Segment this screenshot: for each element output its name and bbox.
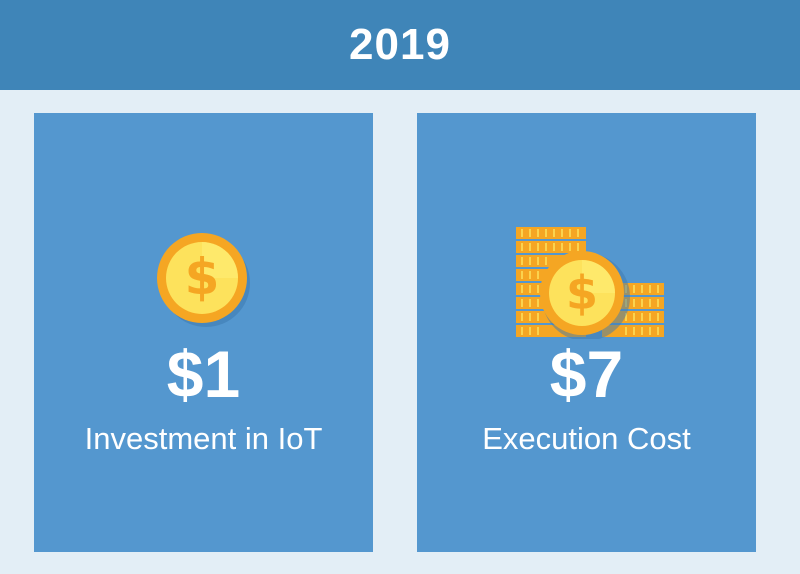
svg-text:$: $	[184, 248, 219, 306]
header-banner: 2019	[0, 0, 800, 90]
investment-amount: $1	[166, 337, 241, 411]
execution-caption: Execution Cost	[482, 421, 691, 456]
year-title: 2019	[349, 20, 451, 69]
svg-text:$: $	[565, 266, 597, 320]
execution-cost-card: $ $7 Execution Cost	[417, 113, 756, 552]
investment-card: $ $1 Investment in IoT	[34, 113, 373, 552]
single-coin-icon: $	[34, 230, 373, 330]
investment-caption: Investment in IoT	[84, 421, 323, 456]
execution-amount: $7	[549, 337, 624, 411]
coin-stacks-icon: $	[417, 219, 756, 339]
